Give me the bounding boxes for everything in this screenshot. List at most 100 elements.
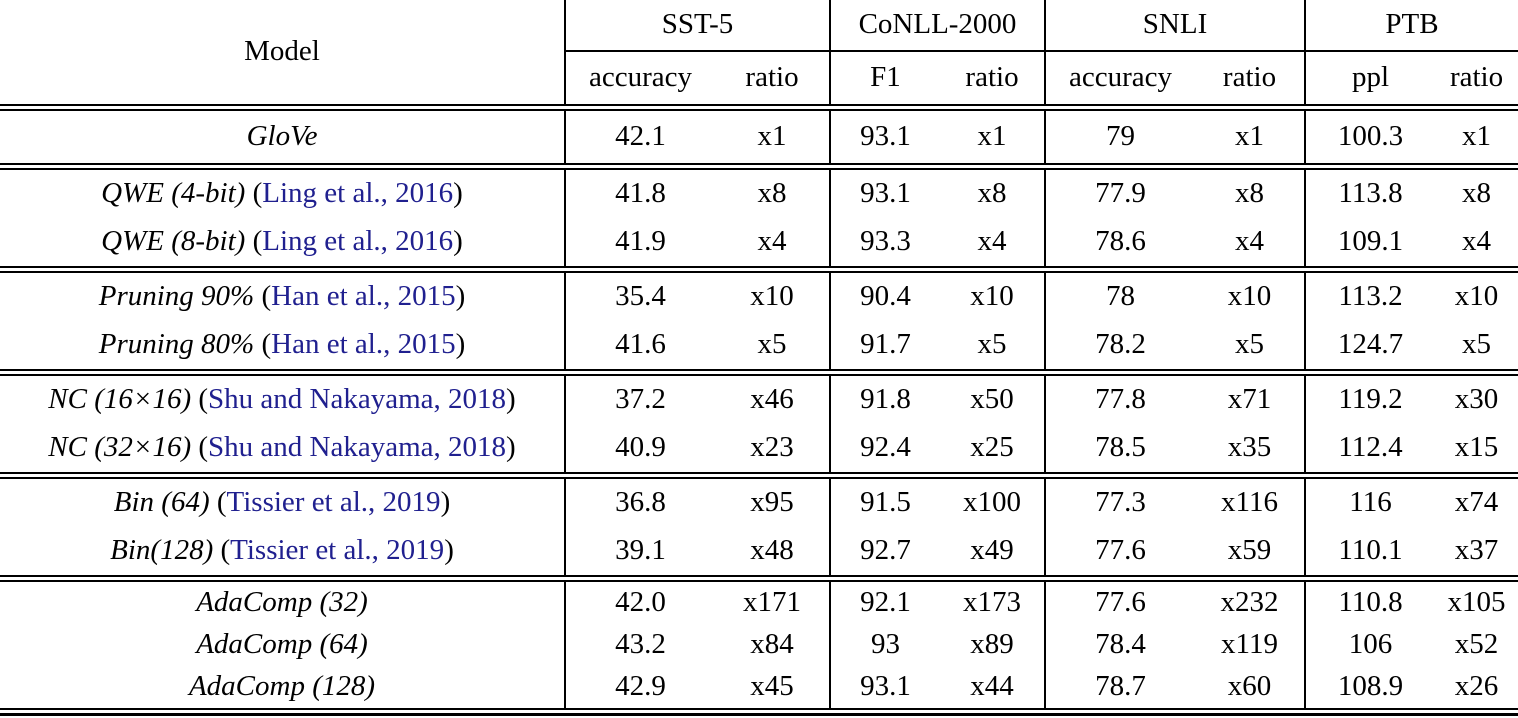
rule-line: [0, 575, 1518, 582]
table-bottom-rule: [0, 708, 1518, 716]
citation-link[interactable]: Han et al., 2015: [271, 280, 456, 313]
results-table-body: GloVe 42.1 x1 93.1 x1 79 x1 100.3 x1 QWE (4-bit) …: [0, 104, 1518, 716]
citation-link[interactable]: Tissier et al., 2019: [226, 486, 441, 519]
group-header-conll2000: CoNLL-2000: [829, 0, 1045, 52]
ptb-ppl-cell: 109.1: [1304, 218, 1436, 267]
sst5-ratio-cell: x10: [750, 280, 794, 313]
citation-link[interactable]: Ling et al., 2016: [262, 225, 454, 258]
ptb-ratio-cell: x105: [1447, 586, 1506, 619]
model-cell: AdaComp (32): [0, 581, 565, 624]
sst5-ratio-cell: x5: [757, 328, 787, 361]
model-cell: AdaComp (128): [0, 666, 565, 709]
citation-link[interactable]: Shu and Nakayama, 2018: [208, 383, 507, 416]
ptb-ppl-cell: 110.1: [1304, 527, 1436, 576]
subheader-conll-ratio: ratio: [965, 61, 1019, 94]
model-name: QWE (8-bit): [101, 225, 246, 258]
subheader-snli-ratio: ratio: [1222, 61, 1277, 94]
citation-close-paren: ): [453, 177, 463, 210]
model-name: AdaComp (128): [188, 670, 376, 703]
citation: (Han et al., 2015): [261, 328, 465, 360]
citation-open-paren: (: [198, 383, 209, 416]
conll-ratio-cell: x89: [970, 628, 1014, 661]
table-row-pruning-90: Pruning 90% (Han et al., 2015) 35.4 x10 90.…: [0, 272, 1518, 321]
snli-accuracy-cell: 78.5: [1044, 424, 1195, 473]
snli-ratio-cell: x71: [1227, 383, 1272, 416]
group-header-ptb: PTB: [1304, 0, 1518, 52]
snli-accuracy-cell: 78.7: [1044, 666, 1195, 709]
conll-f1-cell: 92.4: [829, 424, 940, 473]
snli-ratio-cell: x232: [1220, 586, 1279, 619]
citation-link[interactable]: Shu and Nakayama, 2018: [208, 431, 507, 464]
citation-open-paren: (: [252, 225, 263, 258]
group-header-snli: SNLI: [1043, 0, 1306, 52]
citation-link[interactable]: Han et al., 2015: [271, 328, 456, 361]
ptb-ratio-cell: x15: [1454, 431, 1499, 464]
sst5-accuracy-cell: 39.1: [564, 527, 715, 576]
citation: (Shu and Nakayama, 2018): [198, 431, 515, 463]
conll-f1-cell: 93.1: [829, 169, 940, 218]
ptb-ratio-cell: x8: [1462, 177, 1492, 210]
citation-link[interactable]: Ling et al., 2016: [262, 177, 454, 210]
section-divider-rule: [0, 575, 1518, 582]
snli-accuracy-cell: 77.9: [1044, 169, 1195, 218]
citation-open-paren: (: [261, 328, 272, 361]
table-row-nc-32-16: NC (32×16) (Shu and Nakayama, 2018) 40.9 x…: [0, 424, 1518, 473]
table-row-adacomp-32: AdaComp (32) 42.0 x171 92.1 x173 77.6 x232 110.…: [0, 581, 1518, 624]
metric-header-row: accuracy ratio F1 ratio accuracy ratio p…: [0, 51, 1518, 105]
ptb-ratio-cell: x26: [1454, 670, 1499, 703]
subheader-snli-accuracy: accuracy: [1044, 51, 1195, 105]
section-divider-rule: [0, 472, 1518, 479]
subheader-ptb-ratio: ratio: [1449, 61, 1504, 94]
conll-f1-cell: 91.8: [829, 375, 940, 424]
conll-ratio-cell: x4: [977, 225, 1007, 258]
ptb-ratio-cell: x52: [1454, 628, 1499, 661]
ptb-ratio-cell: x37: [1454, 534, 1499, 567]
table-row-nc-16-16: NC (16×16) (Shu and Nakayama, 2018) 37.2 x…: [0, 375, 1518, 424]
sst5-accuracy-cell: 42.0: [564, 581, 715, 624]
model-cell: QWE (8-bit) (Ling et al., 2016): [0, 218, 565, 267]
sst5-accuracy-cell: 40.9: [564, 424, 715, 473]
snli-ratio-cell: x119: [1221, 628, 1278, 661]
conll-ratio-cell: x1: [977, 120, 1007, 153]
snli-accuracy-cell: 78.6: [1044, 218, 1195, 267]
model-name: AdaComp (32): [196, 586, 368, 619]
conll-ratio-cell: x44: [970, 670, 1014, 703]
conll-f1-cell: 93.1: [829, 666, 940, 709]
citation-open-paren: (: [220, 534, 231, 567]
table-row-glove: GloVe 42.1 x1 93.1 x1 79 x1 100.3 x1: [0, 110, 1518, 164]
conll-f1-cell: 93.1: [829, 110, 940, 164]
citation-close-paren: ): [506, 431, 516, 464]
snli-ratio-cell: x60: [1227, 670, 1272, 703]
snli-accuracy-cell: 78.2: [1044, 321, 1195, 370]
conll-ratio-cell: x25: [970, 431, 1014, 464]
snli-ratio-cell: x10: [1227, 280, 1272, 313]
snli-ratio-cell: x35: [1227, 431, 1272, 464]
model-cell: Bin(128) (Tissier et al., 2019): [0, 527, 565, 576]
ptb-ppl-cell: 116: [1304, 478, 1436, 527]
citation-open-paren: (: [252, 177, 263, 210]
table-row-bin-64: Bin (64) (Tissier et al., 2019) 36.8 x95 91…: [0, 478, 1518, 527]
model-cell: NC (32×16) (Shu and Nakayama, 2018): [0, 424, 565, 473]
conll-f1-cell: 93: [829, 624, 940, 666]
citation-link[interactable]: Tissier et al., 2019: [230, 534, 445, 567]
table-row-adacomp-64: AdaComp (64) 43.2 x84 93 x89 78.4 x119 106 x52: [0, 624, 1518, 666]
model-cell: QWE (4-bit) (Ling et al., 2016): [0, 169, 565, 218]
results-table-header: Model SST-5 CoNLL-2000 SNLI PTB accuracy…: [0, 0, 1518, 105]
snli-accuracy-cell: 78: [1044, 272, 1195, 321]
snli-accuracy-cell: 77.8: [1044, 375, 1195, 424]
sst5-accuracy-cell: 41.9: [564, 218, 715, 267]
conll-ratio-cell: x100: [963, 486, 1021, 519]
conll-ratio-cell: x5: [977, 328, 1007, 361]
model-name: QWE (4-bit): [101, 177, 246, 210]
ptb-ratio-cell: x4: [1462, 225, 1492, 258]
table-row-qwe-4-bit: QWE (4-bit) (Ling et al., 2016) 41.8 x8 93.…: [0, 169, 1518, 218]
subheader-conll-f1: F1: [829, 51, 940, 105]
sst5-accuracy-cell: 35.4: [564, 272, 715, 321]
model-name: Bin (64): [113, 486, 210, 519]
conll-f1-cell: 91.5: [829, 478, 940, 527]
sst5-ratio-cell: x8: [757, 177, 787, 210]
citation: (Tissier et al., 2019): [217, 486, 450, 518]
group-header-row: Model SST-5 CoNLL-2000 SNLI PTB: [0, 0, 1518, 67]
conll-f1-cell: 93.3: [829, 218, 940, 267]
